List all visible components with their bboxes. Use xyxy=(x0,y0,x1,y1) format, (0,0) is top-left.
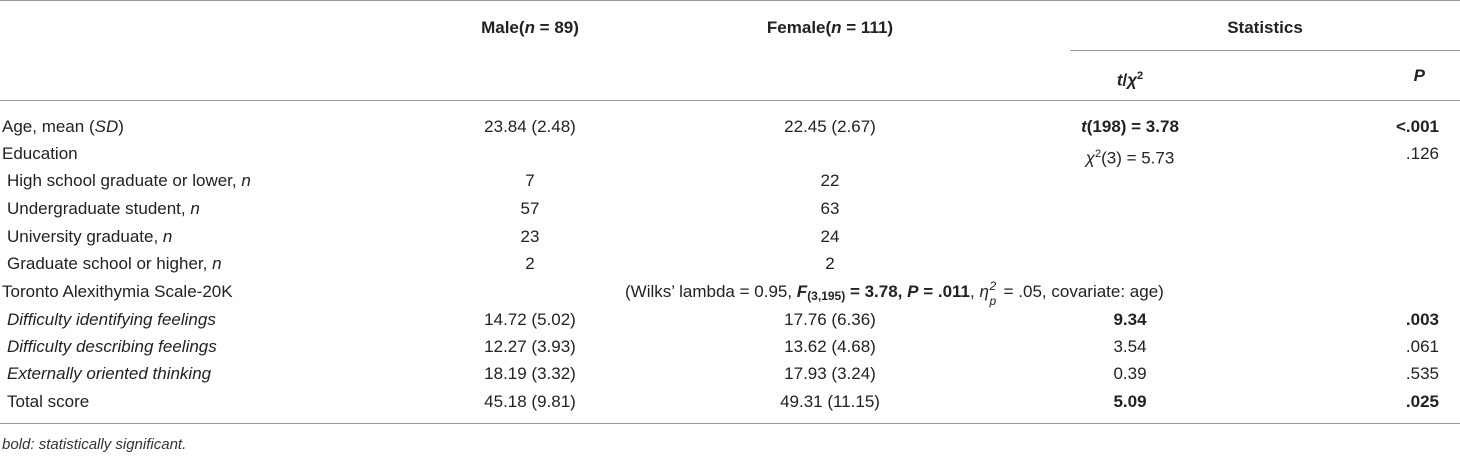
table-footnote: bold: statistically significant. xyxy=(2,436,187,453)
cell-female-university: 24 xyxy=(820,227,840,246)
cell-male-dif: 14.72 (5.02) xyxy=(484,310,576,329)
header-female: Female(n = 111) xyxy=(766,18,894,37)
row-label-dif: Difficulty identifying feelings xyxy=(7,310,216,329)
cell-p-eot: .535 xyxy=(1405,364,1439,383)
cell-p-age: <.001 xyxy=(1395,117,1439,136)
row-label-age: Age, mean (SD) xyxy=(2,117,124,136)
cell-male-undergraduate: 57 xyxy=(520,199,540,218)
header-t-chi: t/χ2 xyxy=(1116,70,1144,90)
cell-female-graduate-school: 2 xyxy=(825,254,835,273)
row-label-undergraduate: Undergraduate student, n xyxy=(7,199,200,218)
cell-p-education: .126 xyxy=(1405,144,1439,163)
header-male: Male(n = 89) xyxy=(481,18,579,37)
cell-female-undergraduate: 63 xyxy=(820,199,840,218)
cell-male-university: 23 xyxy=(520,227,540,246)
cell-female-eot: 17.93 (3.24) xyxy=(784,364,876,383)
cell-male-ddf: 12.27 (3.93) xyxy=(484,337,576,356)
cell-female-ddf: 13.62 (4.68) xyxy=(784,337,876,356)
cell-male-total: 45.18 (9.81) xyxy=(484,392,576,411)
cell-stat-eot: 0.39 xyxy=(1113,364,1147,383)
header-rule xyxy=(0,100,1460,101)
cell-stat-total: 5.09 xyxy=(1113,392,1147,411)
cell-male-eot: 18.19 (3.32) xyxy=(484,364,576,383)
row-label-graduate-school: Graduate school or higher, n xyxy=(7,254,222,273)
row-label-university: University graduate, n xyxy=(7,227,173,246)
row-label-education: Education xyxy=(2,144,78,163)
cell-stat-education: χ2(3) = 5.73 xyxy=(1085,148,1175,168)
cell-stat-age: t(198) = 3.78 xyxy=(1081,117,1179,136)
cell-male-graduate-school: 2 xyxy=(525,254,535,273)
cell-male-highschool: 7 xyxy=(525,171,535,190)
cell-stat-ddf: 3.54 xyxy=(1113,337,1147,356)
cell-p-ddf: .061 xyxy=(1405,337,1439,356)
tas-multivariate-stats: (Wilks’ lambda = 0.95, F(3,195) = 3.78, … xyxy=(625,279,1164,308)
row-label-highschool: High school graduate or lower, n xyxy=(7,171,251,190)
header-p: P xyxy=(1413,66,1425,85)
cell-female-dif: 17.76 (6.36) xyxy=(784,310,876,329)
cell-female-total: 49.31 (11.15) xyxy=(780,392,880,411)
cell-stat-dif: 9.34 xyxy=(1113,310,1147,329)
top-rule xyxy=(0,0,1460,1)
row-label-ddf: Difficulty describing feelings xyxy=(7,337,217,356)
cell-p-total: .025 xyxy=(1405,392,1439,411)
cell-male-age: 23.84 (2.48) xyxy=(484,117,576,136)
row-label-tas20k: Toronto Alexithymia Scale-20K xyxy=(2,282,233,301)
header-statistics: Statistics xyxy=(1227,18,1303,37)
cell-p-dif: .003 xyxy=(1405,310,1439,329)
row-label-eot: Externally oriented thinking xyxy=(7,364,212,383)
cell-female-highschool: 22 xyxy=(820,171,840,190)
cell-female-age: 22.45 (2.67) xyxy=(784,117,876,136)
bottom-rule xyxy=(0,423,1460,424)
row-label-total: Total score xyxy=(7,392,90,411)
statistics-rule xyxy=(1070,50,1460,51)
